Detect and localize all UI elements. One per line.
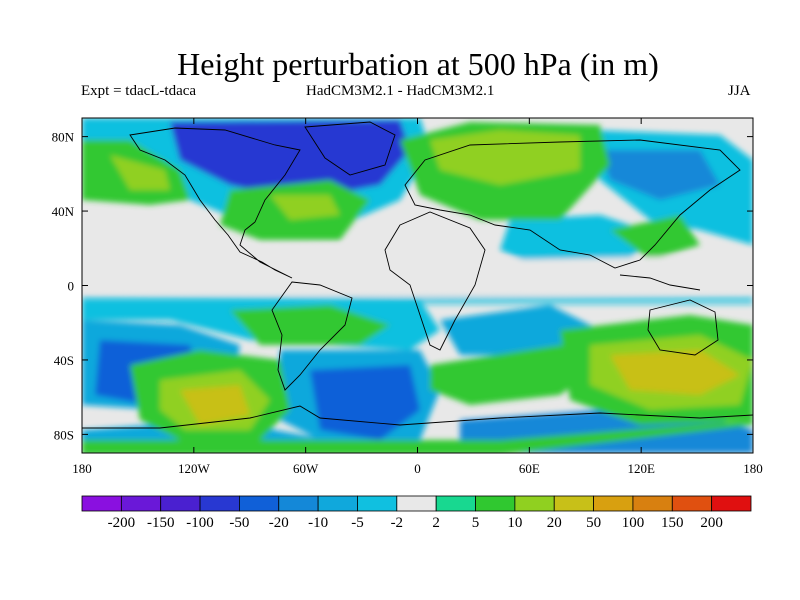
colorbar-box <box>435 495 476 512</box>
y-tick-label: 80S <box>54 427 74 442</box>
colorbar-box <box>239 495 280 512</box>
contour-bands <box>82 118 753 453</box>
contour-band <box>170 120 410 200</box>
australia-coastline <box>647 299 719 356</box>
colorbar-label: 50 <box>586 515 601 531</box>
colorbar-box <box>357 495 398 512</box>
colorbar-box <box>514 495 555 512</box>
contour-band <box>440 305 600 355</box>
africa-coastline <box>384 211 486 351</box>
colorbar-label: -50 <box>229 515 249 531</box>
colorbar-label: -150 <box>147 515 175 531</box>
colorbar-label: 200 <box>700 515 723 531</box>
x-tick-label: 180 <box>72 461 92 476</box>
colorbar-box <box>199 495 240 512</box>
y-tick-label: 80N <box>52 130 75 145</box>
contour-band <box>180 385 250 425</box>
y-tick-label: 40N <box>52 204 75 219</box>
contour-band <box>82 296 753 305</box>
x-tick-label: 60W <box>293 461 319 476</box>
colorbar-box <box>81 495 122 512</box>
contour-band <box>600 150 720 200</box>
x-tick-label: 120E <box>627 461 655 476</box>
colorbar-label: 20 <box>547 515 562 531</box>
map-title: Height perturbation at 500 hPa (in m) <box>177 46 659 82</box>
latitude-axis: 80N 40N 0 40S 80S <box>52 130 753 442</box>
season-label: JJA <box>728 83 751 99</box>
south-america-coastline <box>271 281 353 391</box>
longitude-axis: 180 120W 60W 0 60E 120E 180 <box>72 118 763 476</box>
colorbar-label: -100 <box>186 515 214 531</box>
coastlines <box>82 121 753 429</box>
contour-band <box>230 305 390 345</box>
contour-band <box>610 215 700 260</box>
colorbar-label: -5 <box>351 515 364 531</box>
contour-band <box>610 350 740 395</box>
contour-band <box>110 155 170 190</box>
x-tick-label: 60E <box>519 461 540 476</box>
eurasia-coastline <box>404 139 741 269</box>
colorbar-label: -200 <box>108 515 136 531</box>
colorbar-box <box>317 495 358 512</box>
contour-band <box>270 195 340 220</box>
colorbar-label: 10 <box>507 515 522 531</box>
colorbar: -200 -150 -100 -50 -20 -10 -5 -2 2 5 10 20 50 100 150 2… <box>81 495 752 531</box>
north-america-coastline <box>129 127 301 279</box>
model-label: HadCM3M2.1 - HadCM3M2.1 <box>306 83 495 99</box>
contour-band <box>430 345 600 405</box>
y-tick-label: 40S <box>54 353 74 368</box>
colorbar-box <box>278 495 319 512</box>
colorbar-box <box>671 495 713 512</box>
experiment-label: Expt = tdacL-tdaca <box>81 83 197 99</box>
x-tick-label: 0 <box>414 461 421 476</box>
y-tick-label: 0 <box>68 279 75 294</box>
colorbar-box <box>632 495 673 512</box>
colorbar-box <box>160 495 201 512</box>
contour-band <box>310 365 420 440</box>
antarctica-coastline <box>82 405 753 429</box>
x-tick-label: 180 <box>743 461 763 476</box>
colorbar-box <box>120 495 162 512</box>
colorbar-box <box>711 495 752 512</box>
colorbar-label: 5 <box>472 515 480 531</box>
colorbar-box <box>553 495 594 512</box>
x-tick-label: 120W <box>178 461 211 476</box>
colorbar-label: -10 <box>308 515 328 531</box>
colorbar-box <box>593 495 634 512</box>
colorbar-label: 2 <box>432 515 440 531</box>
colorbar-label: -2 <box>391 515 404 531</box>
maritime-continent-coastline <box>619 274 701 291</box>
colorbar-label: -20 <box>269 515 289 531</box>
contour-band <box>82 420 753 453</box>
colorbar-label: 150 <box>661 515 684 531</box>
greenland-coastline <box>304 121 396 176</box>
contour-band <box>430 130 580 185</box>
colorbar-box <box>475 495 516 512</box>
contour-field <box>82 118 753 453</box>
colorbar-label: 100 <box>622 515 645 531</box>
colorbar-box <box>396 495 437 512</box>
